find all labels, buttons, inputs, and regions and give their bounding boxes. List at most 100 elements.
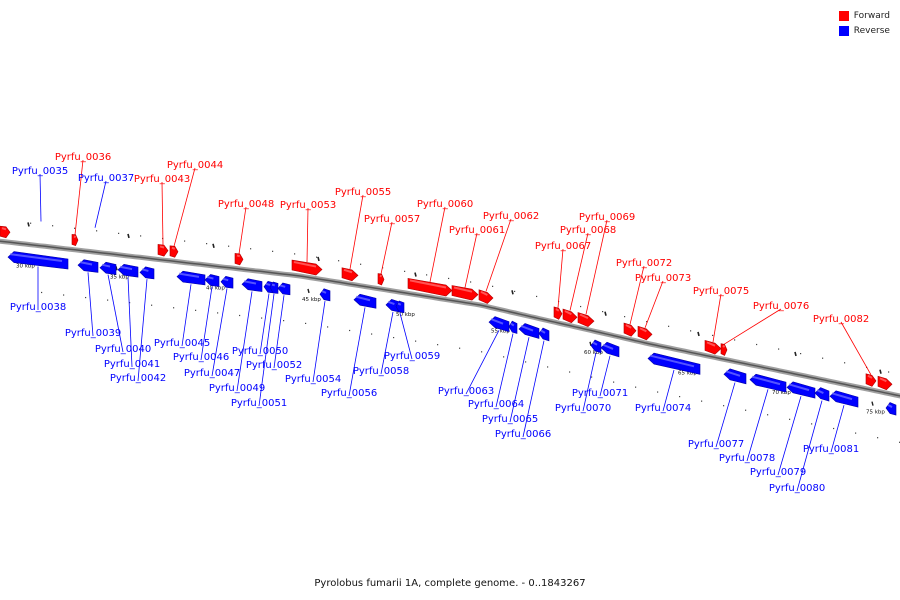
minor-tick <box>415 340 417 342</box>
svg-text:Pyrfu_0073: Pyrfu_0073 <box>635 273 691 284</box>
gene-pyrfu-0057[interactable] <box>377 273 385 286</box>
major-tick <box>879 369 882 374</box>
svg-text:Pyrfu_0050: Pyrfu_0050 <box>232 346 288 357</box>
minor-tick <box>833 427 835 430</box>
gene-pyrfu-0075[interactable] <box>704 339 722 355</box>
label-pyrfu-0080: Pyrfu_0080 <box>769 400 825 494</box>
gene-extra-forward-0[interactable] <box>0 225 11 239</box>
gene-pyrfu-0063[interactable] <box>488 316 510 333</box>
gene-pyrfu-0061[interactable] <box>451 285 479 301</box>
gene-pyrfu-0072[interactable] <box>623 322 637 337</box>
gene-pyrfu-0080[interactable] <box>814 387 830 402</box>
gene-pyrfu-0036[interactable] <box>71 234 79 247</box>
svg-text:Pyrfu_0047: Pyrfu_0047 <box>184 368 240 379</box>
minor-tick <box>437 344 439 346</box>
major-tick <box>794 351 797 357</box>
gene-pyrfu-0045[interactable] <box>176 270 206 286</box>
minor-tick <box>613 381 615 383</box>
minor-tick <box>646 321 648 323</box>
label-pyrfu-0054: Pyrfu_0054 <box>285 300 341 385</box>
gene-pyrfu-0043[interactable] <box>157 244 169 257</box>
gene-pyrfu-0046[interactable] <box>204 274 220 287</box>
svg-text:Pyrfu_0075: Pyrfu_0075 <box>693 286 749 297</box>
gene-pyrfu-0077[interactable] <box>723 368 747 385</box>
gene-pyrfu-0062[interactable] <box>478 289 494 304</box>
minor-tick <box>888 371 890 373</box>
kbp-label: 40 kbp <box>206 286 225 292</box>
minor-tick <box>349 329 351 332</box>
label-pyrfu-0063: Pyrfu_0063 <box>438 330 500 397</box>
label-pyrfu-0052: Pyrfu_0052 <box>246 295 302 371</box>
gene-pyrfu-0042[interactable] <box>139 266 155 280</box>
gene-pyrfu-0053[interactable] <box>291 259 323 276</box>
gene-pyrfu-0066[interactable] <box>538 327 550 342</box>
svg-text:Pyrfu_0037: Pyrfu_0037 <box>78 173 134 184</box>
minor-tick <box>855 432 857 434</box>
legend-reverse: Reverse <box>838 23 890 38</box>
gene-pyrfu-0073[interactable] <box>637 325 653 341</box>
minor-tick <box>580 305 582 308</box>
minor-tick <box>63 294 65 296</box>
svg-text:Pyrfu_0078: Pyrfu_0078 <box>719 453 775 464</box>
label-pyrfu-0035: Pyrfu_0035 <box>12 166 68 222</box>
major-tick <box>317 256 320 262</box>
minor-tick <box>151 304 153 306</box>
gene-pyrfu-0041[interactable] <box>117 263 139 278</box>
svg-text:Pyrfu_0082: Pyrfu_0082 <box>813 314 869 325</box>
gene-pyrfu-0071[interactable] <box>600 341 620 358</box>
svg-text:Pyrfu_0043: Pyrfu_0043 <box>134 174 190 185</box>
gene-pyrfu-0082[interactable] <box>865 373 877 387</box>
svg-text:Pyrfu_0045: Pyrfu_0045 <box>154 338 210 349</box>
minor-tick <box>712 334 714 337</box>
gene-extra-reverse-886[interactable] <box>885 402 897 416</box>
minor-tick <box>52 225 54 227</box>
gene-pyrfu-0078[interactable] <box>749 373 787 393</box>
minor-tick <box>811 423 813 425</box>
minor-tick <box>305 322 307 325</box>
minor-tick <box>514 290 516 292</box>
gene-pyrfu-0048[interactable] <box>234 253 244 266</box>
svg-text:Pyrfu_0080: Pyrfu_0080 <box>769 483 825 494</box>
gene-pyrfu-0051[interactable] <box>269 281 279 294</box>
gene-pyrfu-0040[interactable] <box>99 261 117 275</box>
gene-pyrfu-0044[interactable] <box>169 245 179 258</box>
gene-pyrfu-0070[interactable] <box>590 339 602 354</box>
gene-pyrfu-0067[interactable] <box>553 306 563 320</box>
gene-pyrfu-0049[interactable] <box>241 278 263 292</box>
svg-text:Pyrfu_0036: Pyrfu_0036 <box>55 152 111 163</box>
gene-pyrfu-0074[interactable] <box>647 352 701 375</box>
gene-pyrfu-0079[interactable] <box>786 381 816 399</box>
minor-tick <box>624 316 626 318</box>
gene-pyrfu-0054[interactable] <box>319 288 331 302</box>
gene-pyrfu-0039[interactable] <box>77 259 99 273</box>
gene-pyrfu-0068[interactable] <box>562 308 578 324</box>
major-tick <box>697 331 700 337</box>
minor-tick <box>448 277 450 280</box>
svg-text:Pyrfu_0038: Pyrfu_0038 <box>10 302 66 313</box>
gene-pyrfu-0052[interactable] <box>277 282 291 296</box>
minor-tick <box>30 222 32 224</box>
gene-pyrfu-0064[interactable] <box>508 320 518 334</box>
gene-pyrfu-0055[interactable] <box>341 267 359 282</box>
gene-pyrfu-0056[interactable] <box>353 293 377 309</box>
gene-pyrfu-0065[interactable] <box>518 323 540 339</box>
label-pyrfu-0078: Pyrfu_0078 <box>719 389 775 464</box>
gene-pyrfu-0069[interactable] <box>577 312 595 328</box>
label-pyrfu-0072: Pyrfu_0072 <box>616 258 672 325</box>
kbp-label: 30 kbp <box>16 263 35 269</box>
kbp-label: 45 kbp <box>302 297 321 303</box>
forward-swatch <box>838 10 849 21</box>
svg-text:Pyrfu_0070: Pyrfu_0070 <box>555 403 611 414</box>
gene-pyrfu-0059[interactable] <box>395 300 405 314</box>
gene-pyrfu-0060[interactable] <box>407 278 453 297</box>
gene-pyrfu-0047[interactable] <box>220 275 234 289</box>
label-pyrfu-0041: Pyrfu_0041 <box>104 276 160 370</box>
gene-pyrfu-0038[interactable] <box>7 251 69 270</box>
gene-extra-forward-878[interactable] <box>877 375 893 391</box>
label-pyrfu-0040: Pyrfu_0040 <box>95 274 151 355</box>
minor-tick <box>800 353 802 355</box>
gene-pyrfu-0076[interactable] <box>720 343 728 356</box>
gene-pyrfu-0081[interactable] <box>829 390 859 408</box>
minor-tick <box>272 250 274 252</box>
svg-text:Pyrfu_0039: Pyrfu_0039 <box>65 328 121 339</box>
